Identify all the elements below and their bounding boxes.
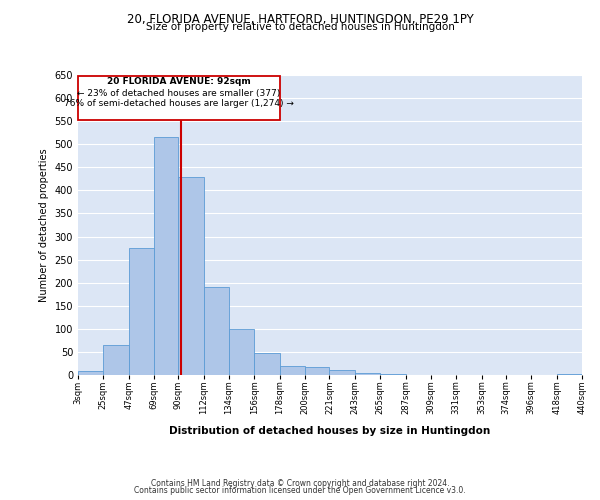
Bar [280, 366, 305, 375]
Bar [380, 374, 406, 375]
Bar [154, 138, 178, 375]
Bar [254, 353, 280, 375]
X-axis label: Distribution of detached houses by size in Huntingdon: Distribution of detached houses by size … [169, 426, 491, 436]
Text: Size of property relative to detached houses in Huntingdon: Size of property relative to detached ho… [146, 22, 454, 32]
Text: ← 23% of detached houses are smaller (377): ← 23% of detached houses are smaller (37… [77, 89, 281, 98]
Bar [305, 366, 329, 375]
Text: 20, FLORIDA AVENUE, HARTFORD, HUNTINGDON, PE29 1PY: 20, FLORIDA AVENUE, HARTFORD, HUNTINGDON… [127, 12, 473, 26]
Bar [229, 329, 254, 375]
Bar [129, 248, 154, 375]
Text: 20 FLORIDA AVENUE: 92sqm: 20 FLORIDA AVENUE: 92sqm [107, 78, 251, 86]
Bar [355, 372, 380, 375]
Bar [204, 288, 229, 375]
Text: 76% of semi-detached houses are larger (1,274) →: 76% of semi-detached houses are larger (… [64, 99, 294, 108]
Bar [178, 176, 204, 375]
Text: Contains public sector information licensed under the Open Government Licence v3: Contains public sector information licen… [134, 486, 466, 495]
Bar [557, 374, 582, 375]
Bar [78, 372, 103, 375]
Y-axis label: Number of detached properties: Number of detached properties [39, 148, 49, 302]
Bar [78, 76, 280, 120]
Text: Contains HM Land Registry data © Crown copyright and database right 2024.: Contains HM Land Registry data © Crown c… [151, 478, 449, 488]
Bar [329, 370, 355, 375]
Bar [103, 345, 129, 375]
